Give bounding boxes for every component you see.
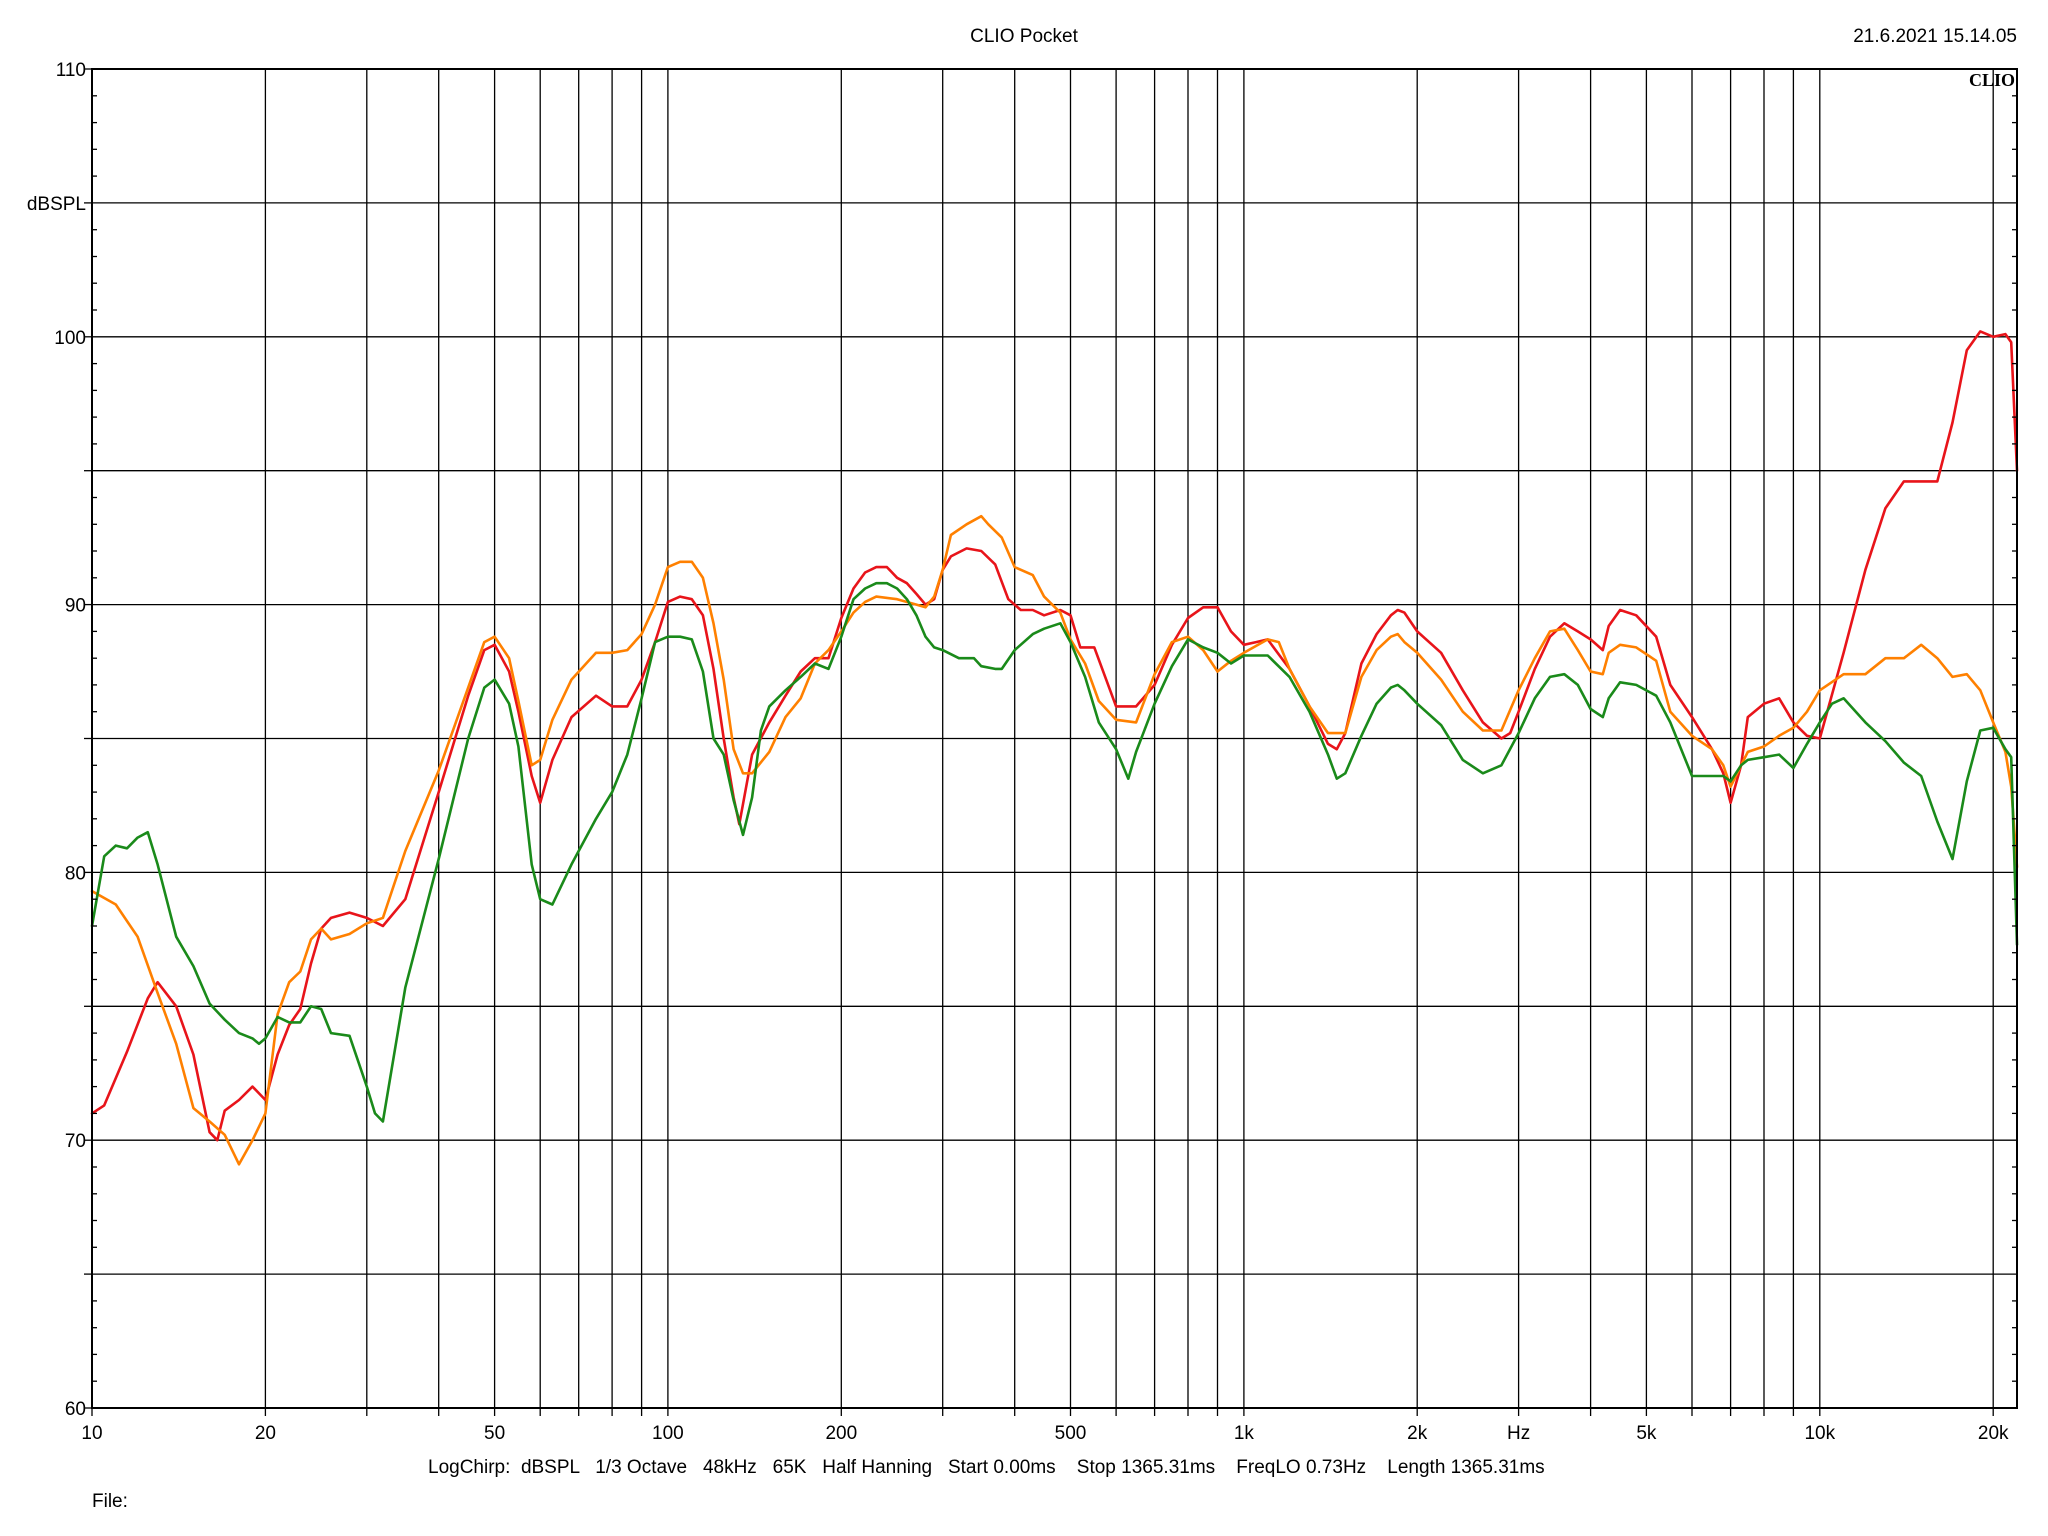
y-tick-label: 80 <box>65 863 86 884</box>
y-tick-label: 60 <box>65 1399 86 1420</box>
x-tick-label: 50 <box>484 1423 505 1444</box>
x-tick-label: 5k <box>1636 1423 1657 1444</box>
file-label: File: <box>92 1491 128 1512</box>
y-tick-label: 100 <box>54 328 86 349</box>
clio-logo: CLIO <box>1969 70 2015 90</box>
chart-title: CLIO Pocket <box>970 26 1078 47</box>
x-tick-label: 1k <box>1234 1423 1255 1444</box>
x-tick-label: 20k <box>1978 1423 2009 1444</box>
x-tick-label: 100 <box>652 1423 684 1444</box>
data-series <box>90 330 2019 1166</box>
measurement-params: LogChirp: dBSPL 1/3 Octave 48kHz 65K Hal… <box>428 1457 1545 1478</box>
x-tick-label: 2k <box>1407 1423 1428 1444</box>
axis-ticks <box>84 68 2017 1416</box>
x-tick-label: 10 <box>81 1423 102 1444</box>
series-line-orange <box>90 514 2019 1166</box>
grid <box>92 68 2017 1409</box>
y-tick-label: dBSPL <box>27 194 86 215</box>
x-tick-label: 20 <box>255 1423 276 1444</box>
x-tick-label: 500 <box>1055 1423 1087 1444</box>
y-tick-label: 70 <box>65 1131 86 1152</box>
x-tick-label: Hz <box>1507 1423 1530 1444</box>
timestamp: 21.6.2021 15.14.05 <box>1853 26 2017 47</box>
y-tick-label: 110 <box>56 60 86 81</box>
x-tick-label: 200 <box>825 1423 857 1444</box>
series-line-green <box>90 581 2019 1123</box>
x-tick-label: 10k <box>1804 1423 1835 1444</box>
series-line-red <box>90 330 2019 1142</box>
y-tick-label: 90 <box>65 596 86 617</box>
axis-labels: 110 dBSPL 100 90 80 70 60 10 20 50 100 200 500 1k 2k Hz… <box>27 60 2009 1444</box>
